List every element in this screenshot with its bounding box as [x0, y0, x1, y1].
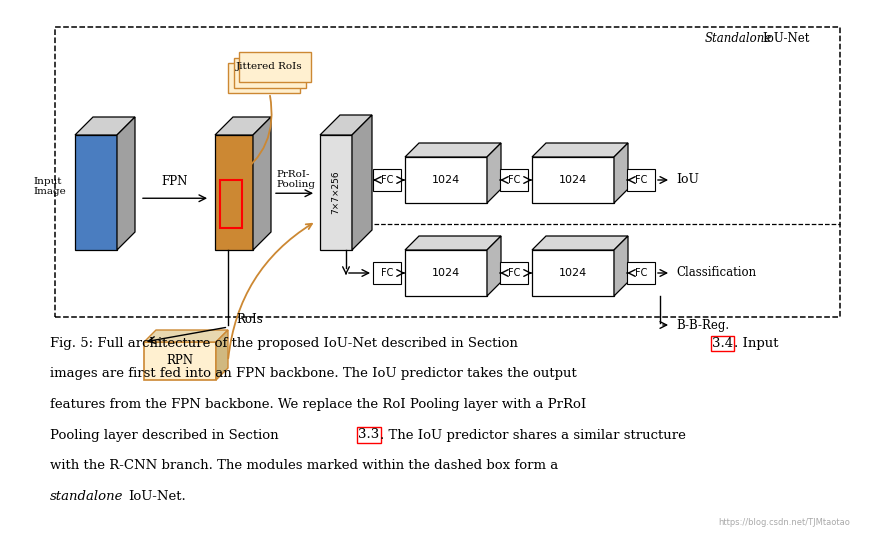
Text: Fig. 5: Full architecture of the proposed IoU-Net described in Section: Fig. 5: Full architecture of the propose… [50, 337, 522, 350]
Text: 1024: 1024 [432, 175, 461, 185]
Text: Pooling layer described in Section: Pooling layer described in Section [50, 429, 283, 441]
Text: Jittered RoIs: Jittered RoIs [237, 63, 303, 72]
Text: features from the FPN backbone. We replace the RoI Pooling layer with a PrRoI: features from the FPN backbone. We repla… [50, 398, 586, 411]
Polygon shape [614, 236, 628, 296]
Text: 1024: 1024 [559, 175, 587, 185]
Bar [228, 63, 300, 93]
Text: FC: FC [508, 268, 521, 278]
FancyArrowPatch shape [228, 224, 312, 358]
Bar [627, 262, 655, 284]
Text: https://blog.csdn.net/TJMtaotao: https://blog.csdn.net/TJMtaotao [718, 518, 850, 527]
Polygon shape [405, 143, 501, 157]
Text: images are first fed into an FPN backbone. The IoU predictor takes the output: images are first fed into an FPN backbon… [50, 368, 577, 380]
Polygon shape [405, 157, 487, 203]
Text: 3.4: 3.4 [712, 337, 733, 350]
Text: FC: FC [634, 268, 647, 278]
Polygon shape [405, 236, 501, 250]
Polygon shape [532, 250, 614, 296]
Polygon shape [532, 157, 614, 203]
Text: . The IoU predictor shares a similar structure: . The IoU predictor shares a similar str… [380, 429, 685, 441]
Text: FC: FC [381, 175, 393, 185]
Polygon shape [75, 135, 117, 250]
Text: with the R-CNN branch. The modules marked within the dashed box form a: with the R-CNN branch. The modules marke… [50, 459, 558, 472]
Polygon shape [215, 117, 271, 135]
Text: . Input: . Input [734, 337, 779, 350]
Polygon shape [487, 143, 501, 203]
Polygon shape [405, 250, 487, 296]
Text: IoU: IoU [676, 173, 699, 187]
Bar [373, 169, 401, 191]
Bar [500, 262, 528, 284]
Text: standalone: standalone [50, 490, 124, 502]
Text: FC: FC [508, 175, 521, 185]
Polygon shape [487, 236, 501, 296]
Bar [234, 57, 306, 88]
Bar [500, 169, 528, 191]
Polygon shape [253, 117, 271, 250]
Bar [220, 180, 242, 228]
Text: RoIs: RoIs [236, 314, 263, 326]
Text: IoU-Net: IoU-Net [762, 33, 809, 45]
Bar [373, 262, 401, 284]
Polygon shape [320, 115, 372, 135]
Text: Input
Image: Input Image [33, 177, 65, 196]
Text: PrRoI-
Pooling: PrRoI- Pooling [276, 170, 315, 189]
Polygon shape [216, 330, 228, 380]
Text: FC: FC [634, 175, 647, 185]
Text: IoU-Net.: IoU-Net. [128, 490, 185, 502]
Text: B-B-Reg.: B-B-Reg. [676, 318, 729, 332]
Text: FC: FC [381, 268, 393, 278]
Polygon shape [215, 135, 253, 250]
Text: RPN: RPN [167, 355, 194, 368]
Bar [55, 27, 840, 317]
Text: 1024: 1024 [432, 268, 461, 278]
Text: FPN: FPN [162, 175, 188, 188]
Polygon shape [117, 117, 135, 250]
Polygon shape [532, 236, 628, 250]
Polygon shape [144, 330, 228, 342]
Polygon shape [144, 342, 216, 380]
Polygon shape [75, 117, 135, 135]
Text: 1024: 1024 [559, 268, 587, 278]
Polygon shape [614, 143, 628, 203]
Text: Classification: Classification [676, 266, 756, 279]
Bar [239, 52, 311, 82]
Bar [627, 169, 655, 191]
Polygon shape [532, 143, 628, 157]
Text: 3.3: 3.3 [358, 429, 379, 441]
Text: Standalone: Standalone [705, 33, 772, 45]
Polygon shape [352, 115, 372, 250]
FancyArrowPatch shape [235, 96, 271, 178]
Text: 7×7×256: 7×7×256 [332, 171, 340, 215]
Polygon shape [320, 135, 352, 250]
